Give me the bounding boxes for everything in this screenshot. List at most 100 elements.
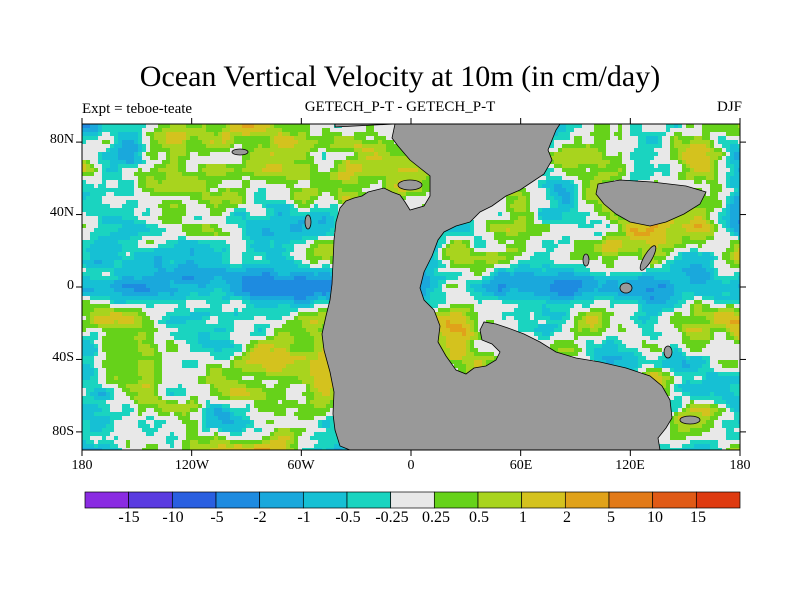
field-cell (638, 168, 642, 172)
field-cell (230, 168, 234, 172)
field-cell (194, 284, 198, 288)
field-cell (738, 252, 740, 256)
field-cell (222, 280, 226, 284)
field-cell (82, 160, 86, 164)
field-cell (590, 252, 594, 256)
field-cell (494, 280, 498, 284)
field-cell (550, 156, 554, 160)
field-cell (594, 148, 598, 152)
field-cell (562, 184, 566, 188)
field-cell (690, 220, 694, 224)
field-cell (210, 276, 214, 280)
field-cell (350, 148, 354, 152)
field-cell (122, 272, 126, 276)
field-cell (730, 244, 734, 248)
field-cell (606, 172, 610, 176)
field-cell (598, 172, 602, 176)
field-cell (622, 232, 626, 236)
field-cell (174, 276, 178, 280)
field-cell (438, 244, 442, 248)
field-cell (110, 176, 114, 180)
field-cell (342, 184, 346, 188)
field-cell (142, 264, 146, 268)
field-cell (394, 144, 398, 148)
field-cell (102, 164, 106, 168)
field-cell (654, 144, 658, 148)
field-cell (162, 208, 166, 212)
field-cell (330, 272, 334, 276)
field-cell (682, 172, 686, 176)
field-cell (198, 192, 202, 196)
field-cell (586, 180, 590, 184)
field-cell (182, 164, 186, 168)
field-cell (506, 272, 510, 276)
field-cell (522, 268, 526, 272)
field-cell (602, 272, 606, 276)
field-cell (526, 200, 530, 204)
field-cell (110, 228, 114, 232)
field-cell (302, 240, 306, 244)
field-cell (150, 144, 154, 148)
field-cell (474, 240, 478, 244)
field-cell (646, 268, 650, 272)
field-cell (322, 172, 326, 176)
field-cell (114, 136, 118, 140)
field-cell (278, 180, 282, 184)
field-cell (702, 228, 706, 232)
field-cell (82, 224, 86, 228)
field-cell (694, 232, 698, 236)
field-cell (486, 280, 490, 284)
field-cell (98, 152, 102, 156)
field-cell (94, 284, 98, 288)
field-cell (566, 268, 570, 272)
field-cell (254, 156, 258, 160)
field-cell (190, 264, 194, 268)
field-cell (190, 240, 194, 244)
field-cell (254, 124, 258, 128)
field-cell (594, 280, 598, 284)
field-cell (182, 156, 186, 160)
field-cell (678, 144, 682, 148)
field-cell (594, 132, 598, 136)
field-cell (286, 260, 290, 264)
field-cell (126, 200, 130, 204)
field-cell (334, 192, 338, 196)
field-cell (466, 232, 470, 236)
field-cell (514, 264, 518, 268)
field-cell (730, 192, 734, 196)
field-cell (702, 196, 706, 200)
field-cell (562, 168, 566, 172)
field-cell (634, 168, 638, 172)
field-cell (322, 140, 326, 144)
field-cell (302, 172, 306, 176)
field-cell (226, 124, 230, 128)
field-cell (430, 256, 434, 260)
field-cell (718, 276, 722, 280)
field-cell (646, 272, 650, 276)
field-cell (534, 268, 538, 272)
field-cell (94, 208, 98, 212)
field-cell (206, 188, 210, 192)
field-cell (346, 160, 350, 164)
field-cell (578, 224, 582, 228)
field-cell (722, 124, 726, 128)
field-cell (490, 260, 494, 264)
field-cell (646, 232, 650, 236)
field-cell (346, 164, 350, 168)
field-cell (234, 276, 238, 280)
field-cell (262, 240, 266, 244)
field-cell (318, 232, 322, 236)
field-cell (170, 272, 174, 276)
field-cell (450, 264, 454, 268)
field-cell (230, 264, 234, 268)
field-cell (726, 220, 730, 224)
field-cell (358, 188, 362, 192)
field-cell (610, 156, 614, 160)
field-cell (598, 164, 602, 168)
field-cell (314, 260, 318, 264)
field-cell (590, 220, 594, 224)
field-cell (678, 268, 682, 272)
field-cell (174, 148, 178, 152)
field-cell (282, 240, 286, 244)
field-cell (710, 228, 714, 232)
